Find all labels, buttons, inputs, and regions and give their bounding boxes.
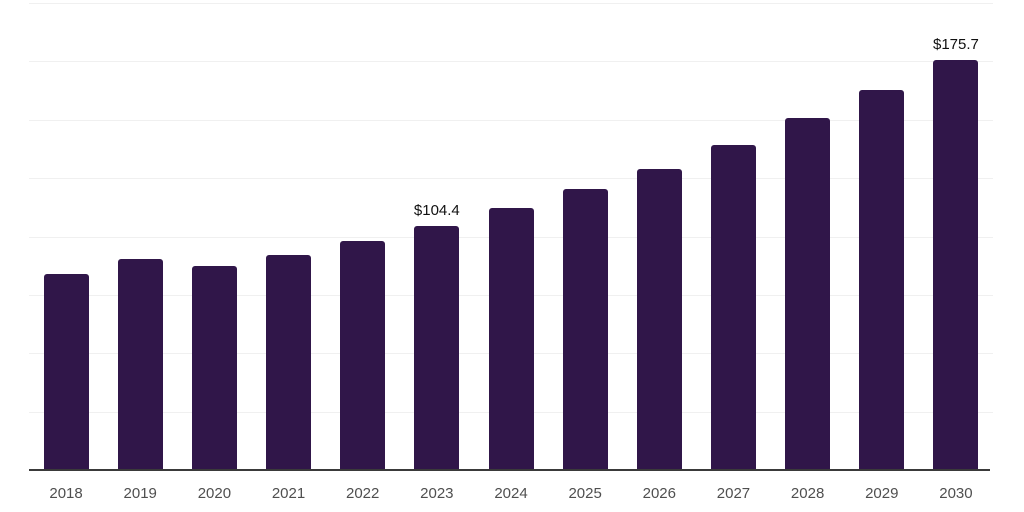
x-axis-label-2020: 2020 bbox=[197, 485, 232, 502]
x-axis-label-2027: 2027 bbox=[716, 485, 751, 502]
bar-2029 bbox=[859, 89, 905, 470]
x-axis-label-2023: 2023 bbox=[420, 485, 454, 502]
x-axis-label-2025: 2025 bbox=[568, 485, 602, 502]
bar-2025 bbox=[562, 189, 608, 470]
bar-2022 bbox=[340, 240, 386, 470]
bar-2027 bbox=[710, 144, 756, 470]
bar-2023 bbox=[414, 226, 460, 470]
x-axis-label-2028: 2028 bbox=[790, 485, 825, 502]
x-axis-line bbox=[29, 469, 990, 471]
bar-value-label-2023: $104.4 bbox=[413, 202, 460, 220]
x-axis-label-2030: 2030 bbox=[939, 485, 973, 502]
bar-value-label-2030: $175.7 bbox=[932, 35, 979, 53]
gridline-125 bbox=[29, 178, 993, 180]
x-axis-label-2029: 2029 bbox=[865, 485, 899, 502]
x-axis-label-2019: 2019 bbox=[123, 485, 157, 502]
bar-2028 bbox=[785, 117, 831, 470]
bar-2020 bbox=[191, 266, 237, 470]
x-axis-label-2021: 2021 bbox=[271, 485, 306, 502]
bar-2024 bbox=[488, 208, 534, 470]
x-axis-label-2024: 2024 bbox=[494, 485, 528, 502]
x-axis-label-2022: 2022 bbox=[346, 485, 380, 502]
bar-2021 bbox=[266, 255, 312, 470]
gridline-175 bbox=[29, 61, 993, 63]
gridline-150 bbox=[29, 119, 993, 121]
gridline-200 bbox=[29, 3, 993, 4]
bar-2030 bbox=[933, 59, 979, 470]
bar-2018 bbox=[43, 273, 89, 470]
x-axis-label-2018: 2018 bbox=[49, 485, 83, 502]
x-axis-label-2026: 2026 bbox=[642, 485, 676, 502]
bar-2019 bbox=[117, 259, 163, 470]
bar-2026 bbox=[636, 169, 682, 470]
